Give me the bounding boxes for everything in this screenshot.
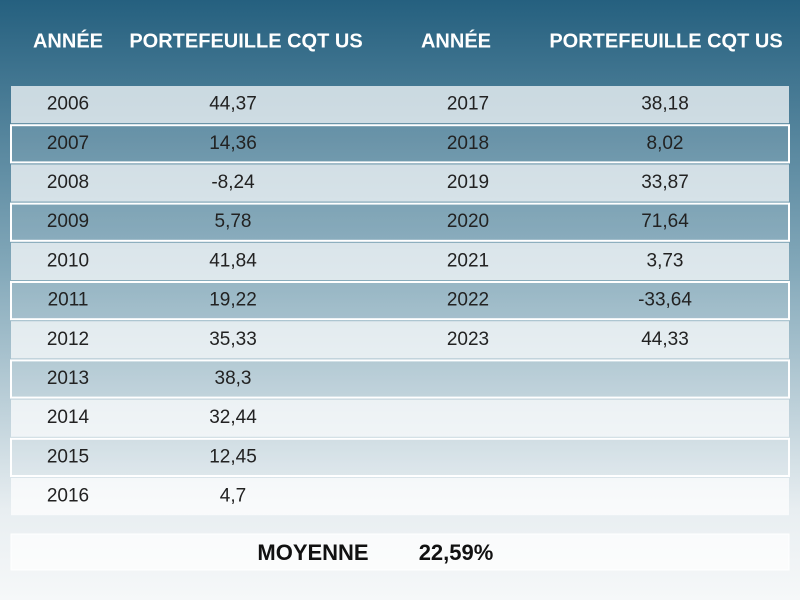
column-header: ANNÉE [33,29,103,52]
value-cell: 44,33 [641,329,689,350]
column-header: ANNÉE [421,29,491,52]
value-cell: 41,84 [209,250,257,271]
value-cell: 12,45 [209,446,257,467]
year-cell: 2009 [47,211,89,232]
year-cell: 2015 [47,446,89,467]
value-cell: 44,37 [209,94,257,115]
value-cell: 19,22 [209,290,257,311]
year-cell: 2018 [447,133,489,154]
value-cell: 8,02 [647,133,684,154]
year-cell: 2019 [447,172,489,193]
year-cell: 2006 [47,94,89,115]
footer-value: 22,59% [419,540,494,565]
year-cell: 2007 [47,133,89,154]
year-cell: 2010 [47,250,89,271]
row-background [11,478,789,516]
value-cell: -33,64 [638,290,692,311]
year-cell: 2017 [447,94,489,115]
value-cell: 5,78 [215,211,252,232]
row-background [11,242,789,280]
value-cell: 3,73 [647,250,684,271]
footer-box [10,533,790,571]
value-cell: 32,44 [209,407,257,428]
year-cell: 2014 [47,407,90,428]
year-cell: 2023 [447,329,489,350]
table-body [10,86,790,516]
value-cell: 4,7 [220,486,246,507]
year-cell: 2022 [447,290,489,311]
value-cell: 35,33 [209,329,257,350]
row-background [10,437,790,477]
row-background [11,86,789,124]
row-background [11,164,789,202]
year-cell: 2013 [47,368,89,389]
row-background [10,202,790,242]
row-background [11,399,789,437]
value-cell: 71,64 [641,211,689,232]
column-header: PORTEFEUILLE CQT US [129,30,362,52]
value-cell: 33,87 [641,172,689,193]
row-background [10,281,790,321]
value-cell: 38,3 [215,368,252,389]
year-cell: 2011 [48,290,89,311]
row-background [11,321,789,359]
row-background [10,124,790,164]
row-background [10,359,790,399]
value-cell: -8,24 [211,172,255,193]
value-cell: 14,36 [209,133,257,154]
year-cell: 2021 [447,250,489,271]
column-header: PORTEFEUILLE CQT US [549,30,782,52]
year-cell: 2020 [447,211,489,232]
footer-label: MOYENNE [257,540,368,565]
year-cell: 2016 [47,486,89,507]
year-cell: 2008 [47,172,89,193]
year-cell: 2012 [47,329,89,350]
value-cell: 38,18 [641,94,689,115]
